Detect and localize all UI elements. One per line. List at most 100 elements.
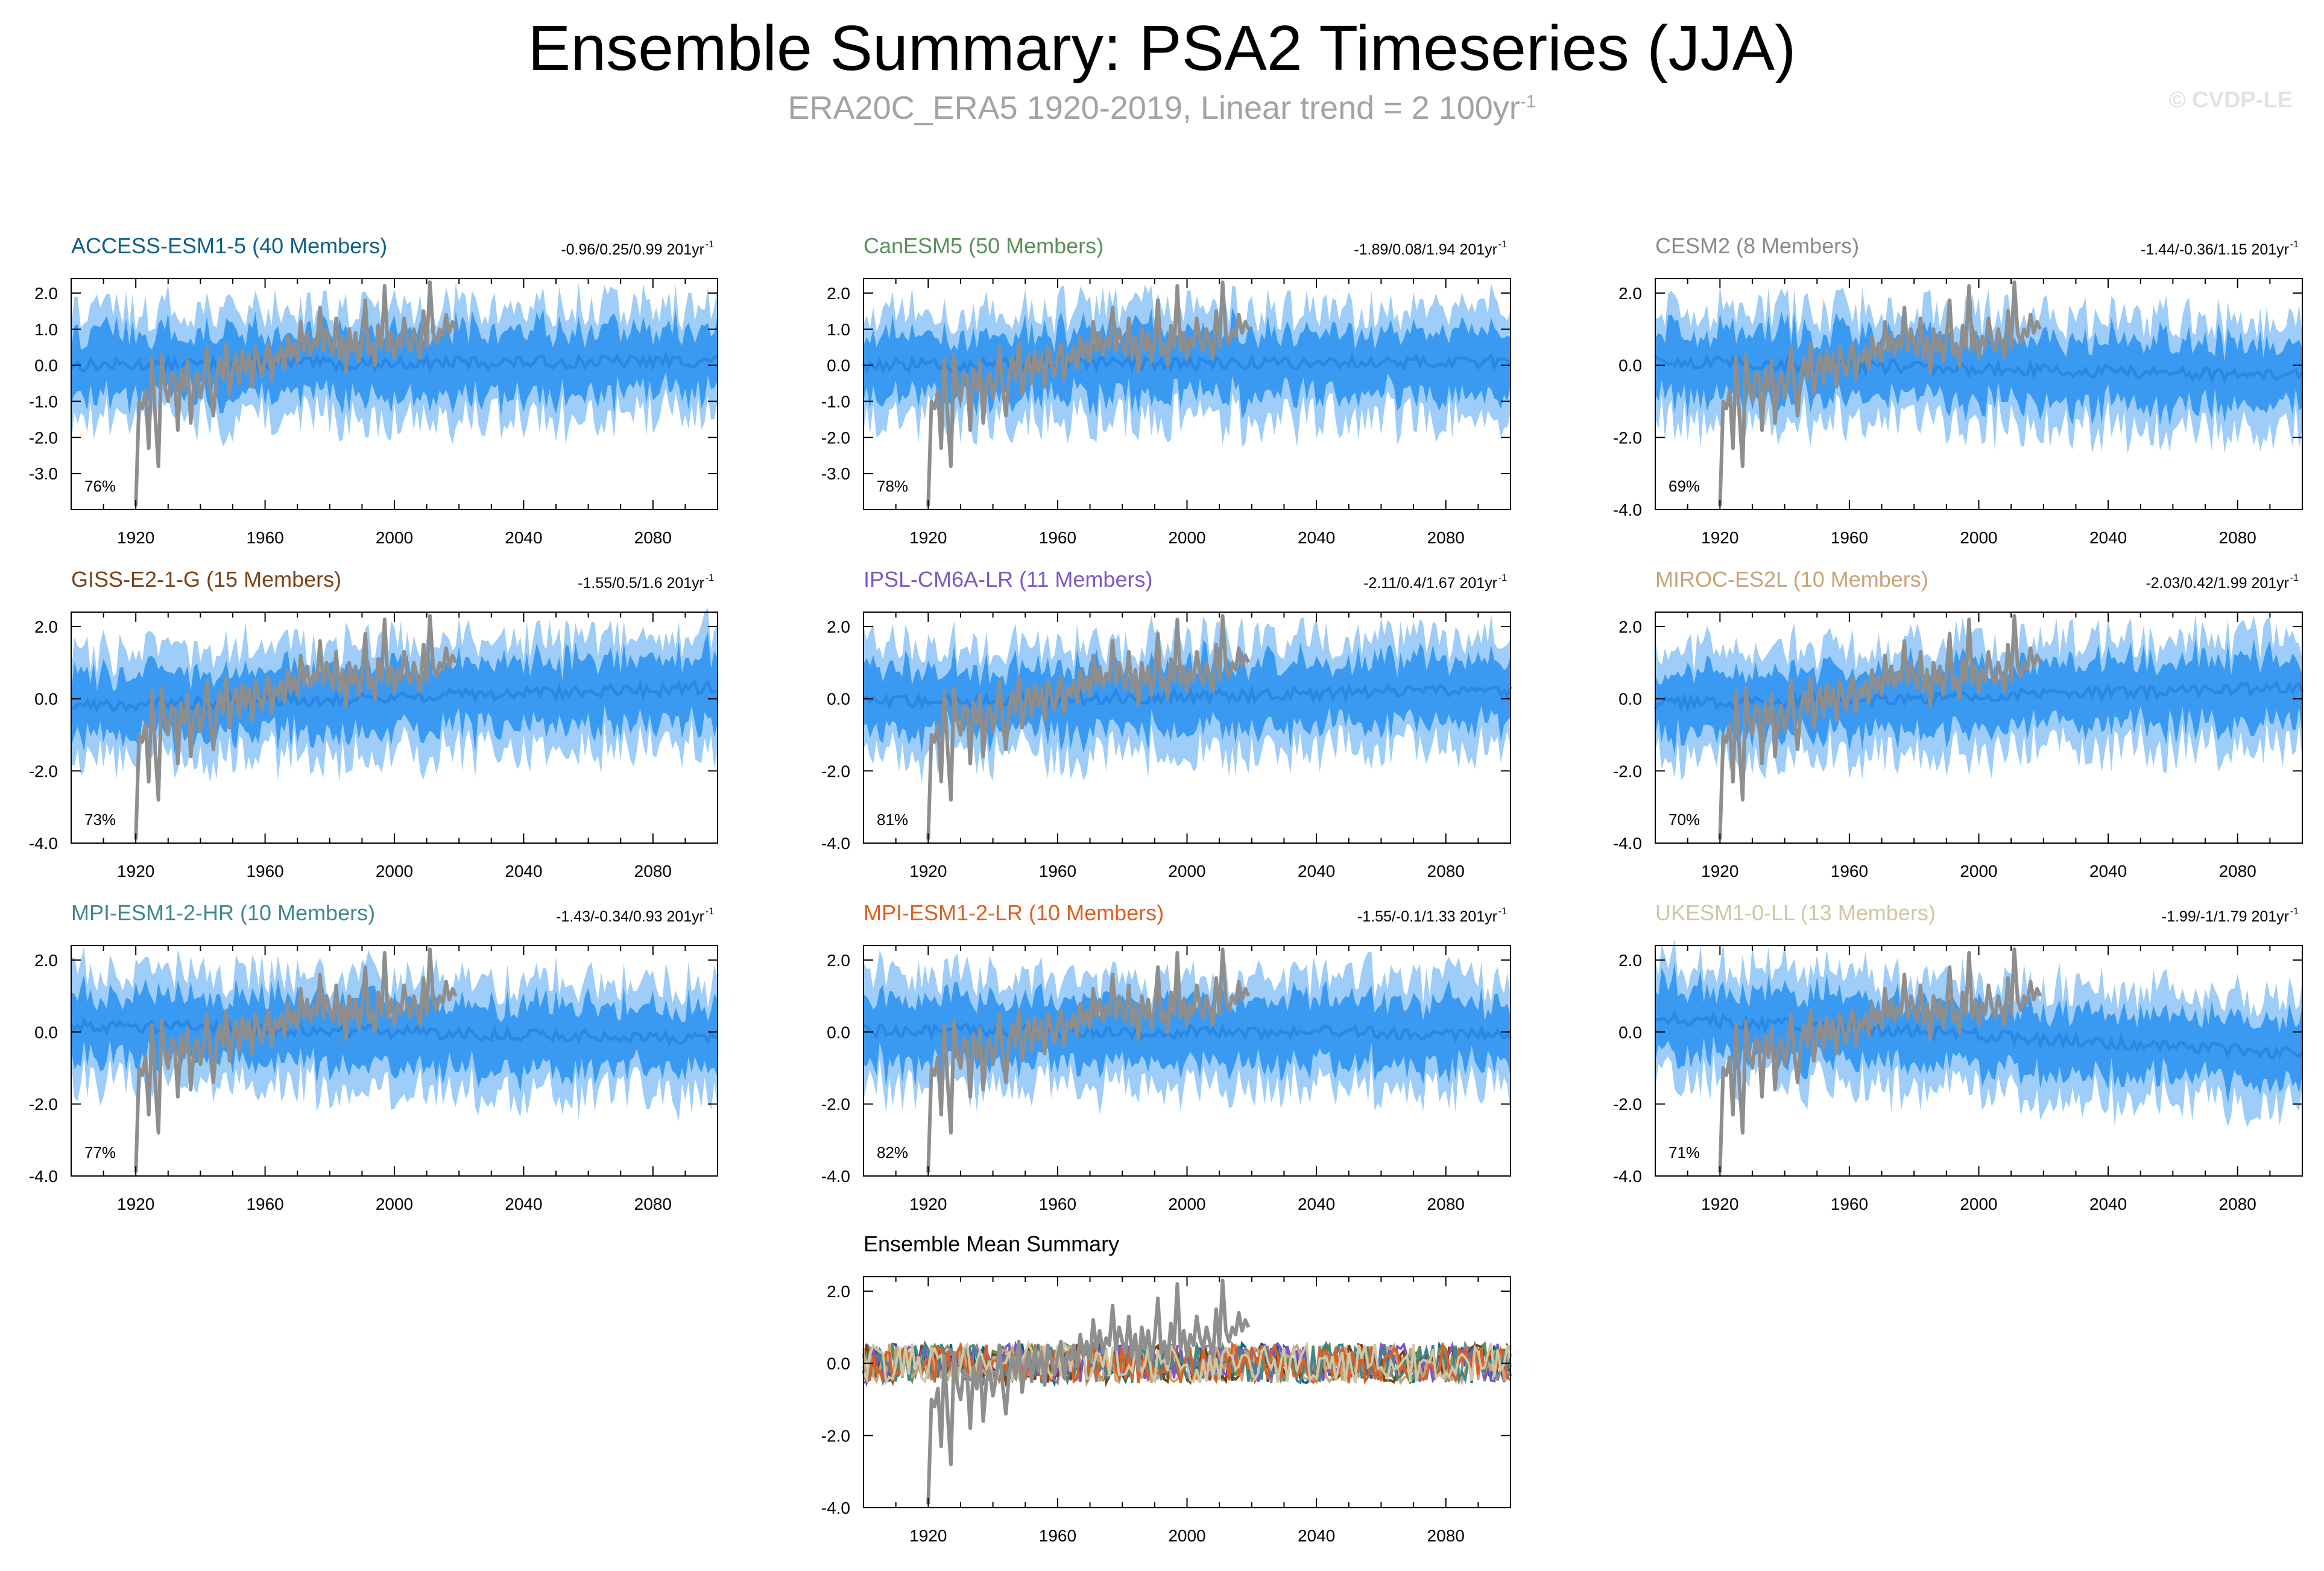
- x-tick-label: 2000: [1168, 1526, 1205, 1545]
- y-tick-label: 0.0: [34, 356, 58, 375]
- x-tick-label: 1960: [246, 1195, 283, 1213]
- x-tick-label: 2000: [1960, 528, 1997, 547]
- y-tick-label: 2.0: [827, 951, 850, 970]
- panel-stats-superscript: -1: [2290, 906, 2299, 917]
- x-tick-label: 2080: [2219, 1195, 2256, 1213]
- ensemble-mean-line: [71, 679, 718, 713]
- ensemble-mean-line: [1654, 1009, 2303, 1060]
- y-tick-label: -2.0: [29, 762, 58, 780]
- panel-title: UKESM1-0-LL (13 Members): [1655, 900, 1936, 925]
- ensemble-mean-line: [70, 351, 719, 376]
- chart-panel: 1920 1960 2000 2040 2080 2.0 0.0 -2.0 -4.0 GISS-E…: [29, 567, 718, 880]
- panel-stats: -1.43/-0.34/0.93 201yr: [556, 908, 704, 925]
- x-tick-label: 1920: [1701, 1195, 1738, 1213]
- ensemble-mean-line: [862, 352, 1512, 375]
- x-tick-label: 1920: [1701, 528, 1738, 547]
- chart-panel: 1920 1960 2000 2040 2080 2.0 0.0 -2.0 -4.0 IPSL-C…: [821, 567, 1512, 880]
- y-tick-label: 0.0: [34, 690, 58, 709]
- panel-stats-superscript: -1: [1498, 573, 1507, 583]
- ensemble-iqr-band: [1655, 963, 2302, 1104]
- y-tick-label: 1.0: [34, 320, 58, 339]
- y-tick-label: -2.0: [821, 1095, 850, 1114]
- x-tick-label: 1960: [1039, 1195, 1076, 1213]
- panel-title: IPSL-CM6A-LR (11 Members): [864, 567, 1152, 592]
- panel-stats: -1.89/0.08/1.94 201yr: [1354, 241, 1497, 258]
- x-tick-label: 2080: [634, 1195, 672, 1213]
- ensemble-iqr-band: [71, 308, 718, 416]
- x-tick-label: 2080: [2219, 528, 2256, 547]
- x-tick-label: 2080: [1427, 1526, 1465, 1545]
- panel-stats-superscript: -1: [2290, 573, 2299, 583]
- x-tick-label: 2080: [634, 528, 672, 547]
- panel-title: Ensemble Mean Summary: [864, 1231, 1119, 1256]
- y-tick-label: -2.0: [1613, 428, 1642, 447]
- y-tick-label: -2.0: [821, 428, 850, 447]
- y-tick-label: -2.0: [1613, 762, 1642, 780]
- panel-percent-label: 81%: [877, 811, 908, 829]
- x-tick-label: 1920: [117, 862, 154, 880]
- y-tick-label: -2.0: [821, 1426, 850, 1445]
- panel-percent-label: 82%: [877, 1143, 908, 1162]
- y-tick-label: -4.0: [1613, 501, 1642, 519]
- x-tick-label: 1920: [909, 862, 947, 880]
- y-tick-label: 0.0: [827, 356, 850, 375]
- panel-percent-label: 71%: [1669, 1143, 1700, 1162]
- x-tick-label: 2080: [1427, 528, 1465, 547]
- x-tick-label: 2000: [1168, 528, 1205, 547]
- x-tick-label: 2040: [2089, 862, 2127, 880]
- chart-panel: 1920 1960 2000 2040 2080 2.0 0.0 -2.0 -4.0 Ensemb…: [821, 1231, 1512, 1545]
- panel-stats: -1.44/-0.36/1.15 201yr: [2141, 241, 2289, 258]
- panel-percent-label: 69%: [1669, 477, 1700, 495]
- y-tick-label: 0.0: [1618, 690, 1642, 709]
- panel-title: MPI-ESM1-2-LR (10 Members): [864, 900, 1164, 925]
- panel-stats-superscript: -1: [1498, 906, 1507, 917]
- y-tick-label: 2.0: [827, 1282, 850, 1301]
- y-tick-label: -4.0: [821, 1499, 850, 1517]
- x-tick-label: 2040: [1298, 1526, 1335, 1545]
- x-tick-label: 2000: [1960, 862, 1997, 880]
- x-tick-label: 1960: [1039, 862, 1076, 880]
- x-tick-label: 2080: [1427, 1195, 1465, 1213]
- x-tick-label: 1960: [1831, 1195, 1868, 1213]
- y-tick-label: -3.0: [821, 464, 850, 483]
- y-tick-label: 2.0: [34, 618, 58, 636]
- y-tick-label: 0.0: [827, 690, 850, 709]
- panel-stats-superscript: -1: [706, 906, 714, 917]
- panel-percent-label: 70%: [1669, 811, 1700, 829]
- panel-title: ACCESS-ESM1-5 (40 Members): [71, 233, 387, 258]
- y-tick-label: 2.0: [827, 618, 850, 636]
- y-tick-label: -4.0: [1613, 834, 1642, 853]
- panel-stats: -1.55/-0.1/1.33 201yr: [1357, 908, 1497, 925]
- x-tick-label: 2080: [634, 862, 672, 880]
- observed-series-line: [1718, 614, 2042, 840]
- x-tick-label: 1920: [117, 1195, 154, 1213]
- y-tick-label: -4.0: [29, 1167, 58, 1186]
- panel-percent-label: 76%: [84, 477, 116, 495]
- y-tick-label: -4.0: [29, 834, 58, 853]
- ensemble-mean-line: [863, 1022, 1512, 1044]
- chart-panel: 1920 1960 2000 2040 2080 2.0 0.0 -2.0 -4.0 CESM2 …: [1613, 233, 2304, 547]
- x-tick-label: 2040: [505, 862, 542, 880]
- x-tick-label: 1920: [909, 528, 947, 547]
- observed-series-line: [134, 947, 458, 1173]
- y-tick-label: -2.0: [821, 762, 850, 780]
- panel-stats-superscript: -1: [706, 573, 714, 583]
- x-tick-label: 1920: [1701, 862, 1738, 880]
- observed-series-line: [926, 280, 1251, 507]
- panel-title: CESM2 (8 Members): [1655, 233, 1859, 258]
- y-tick-label: 2.0: [1618, 284, 1642, 303]
- observed-series-line: [926, 614, 1251, 840]
- panel-percent-label: 77%: [84, 1143, 116, 1162]
- chart-panel: 1920 1960 2000 2040 2080 2.0 1.0 0.0 -1.0 -2.0 -3.…: [821, 233, 1512, 547]
- panel-title: MIROC-ES2L (10 Members): [1655, 567, 1928, 592]
- y-tick-label: 0.0: [1618, 1023, 1642, 1042]
- model-mean-line: [863, 1339, 1512, 1386]
- page-title: Ensemble Summary: PSA2 Timeseries (JJA): [528, 13, 1796, 84]
- y-tick-label: -4.0: [821, 1167, 850, 1186]
- x-tick-label: 2040: [2089, 528, 2127, 547]
- y-tick-label: -1.0: [29, 392, 58, 411]
- y-tick-label: 0.0: [827, 1354, 850, 1373]
- panel-stats: -0.96/0.25/0.99 201yr: [561, 241, 704, 258]
- y-tick-label: 2.0: [1618, 951, 1642, 970]
